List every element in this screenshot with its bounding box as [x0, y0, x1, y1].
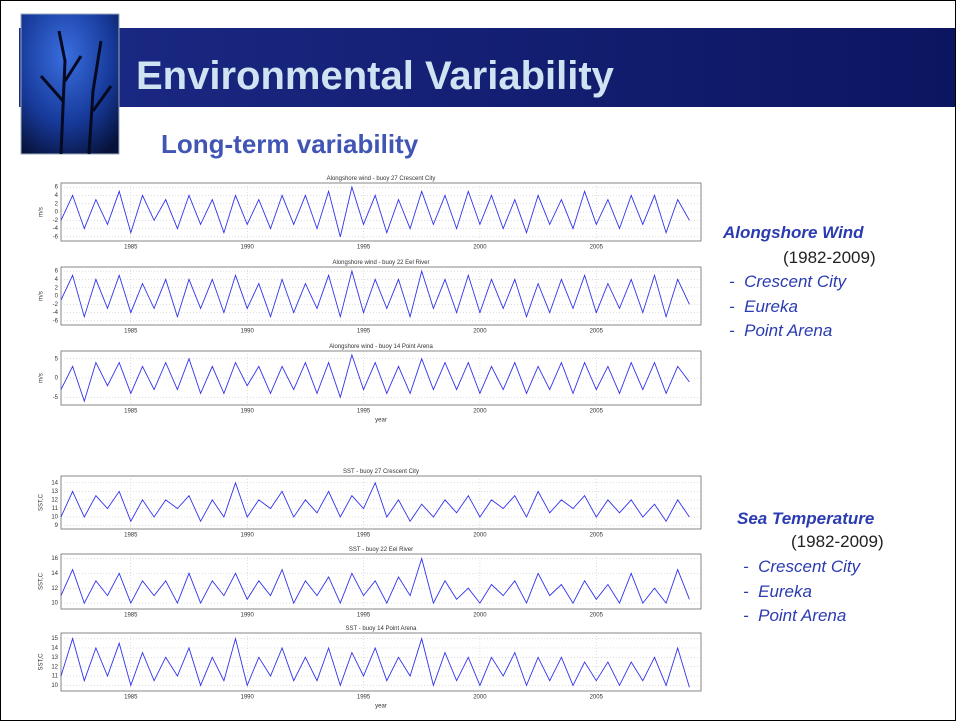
x-tick-label: 2000: [473, 613, 487, 619]
y-tick-label: 14: [51, 571, 58, 577]
section-period: (1982-2009): [783, 248, 876, 268]
y-tick-label: 6: [55, 269, 59, 275]
y-axis-label: SST,C: [39, 493, 45, 511]
y-tick-label: 6: [55, 185, 59, 191]
y-tick-label: 2: [55, 201, 59, 207]
section-heading: Alongshore Wind: [723, 223, 864, 243]
slide-subtitle: Long-term variability: [161, 129, 419, 159]
chart-title: SST - buoy 22 Eel River: [349, 547, 413, 553]
x-tick-label: 1990: [241, 409, 255, 415]
y-tick-label: 15: [51, 636, 58, 642]
y-tick-label: 14: [51, 480, 58, 486]
slide-title: Environmental Variability: [136, 54, 615, 98]
y-tick-label: 13: [51, 489, 58, 495]
slide: Environmental Variability Long-term vari…: [0, 0, 956, 721]
x-tick-label: 1985: [124, 695, 138, 701]
section-item: - Point Arena: [743, 606, 846, 626]
chart-title: SST - buoy 27 Crescent City: [343, 469, 419, 475]
x-tick-label: 1985: [124, 245, 138, 251]
y-tick-label: 10: [51, 601, 58, 607]
section-item: - Eureka: [743, 582, 812, 602]
x-axis-label: year: [375, 704, 387, 710]
x-tick-label: 1995: [357, 329, 371, 335]
section-item: - Crescent City: [743, 557, 860, 577]
section-item: - Crescent City: [729, 272, 846, 292]
y-tick-label: -2: [53, 218, 59, 224]
plot-frame: [61, 633, 701, 691]
y-tick-label: -4: [53, 310, 59, 316]
y-axis-label: m/s: [39, 373, 45, 383]
y-tick-label: -6: [53, 234, 59, 240]
section-period: (1982-2009): [791, 532, 884, 552]
plot-frame: [61, 476, 701, 529]
x-tick-label: 2005: [590, 245, 604, 251]
y-tick-label: 2: [55, 285, 59, 291]
y-tick-label: 0: [55, 294, 59, 300]
x-tick-label: 2000: [473, 695, 487, 701]
chart-title: Alongshore wind - buoy 22 Eel River: [332, 260, 429, 266]
x-tick-label: 1985: [124, 533, 138, 539]
y-tick-label: 12: [51, 498, 58, 504]
y-tick-label: 12: [51, 664, 58, 670]
chart-title: Alongshore wind - buoy 27 Crescent City: [327, 176, 436, 182]
y-tick-label: -6: [53, 318, 59, 324]
y-axis-label: SST,C: [39, 653, 45, 671]
y-tick-label: 4: [55, 193, 59, 199]
x-tick-label: 2000: [473, 329, 487, 335]
section-item: - Eureka: [729, 297, 798, 317]
x-tick-label: 1995: [357, 533, 371, 539]
header-picture: [21, 14, 119, 154]
y-tick-label: 0: [55, 376, 59, 382]
chart-title: SST - buoy 14 Point Arena: [346, 626, 418, 632]
x-tick-label: 2005: [590, 329, 604, 335]
y-tick-label: 16: [51, 556, 58, 562]
y-tick-label: 10: [51, 683, 58, 689]
y-axis-label: m/s: [39, 207, 45, 217]
y-tick-label: 11: [52, 674, 59, 680]
x-tick-label: 1995: [357, 695, 371, 701]
y-tick-label: 14: [51, 646, 58, 652]
y-tick-label: -4: [53, 226, 59, 232]
y-axis-label: m/s: [39, 291, 45, 301]
x-axis-label: year: [375, 418, 387, 424]
plot-frame: [61, 554, 701, 609]
x-tick-label: 2005: [590, 613, 604, 619]
chart-title: Alongshore wind - buoy 14 Point Arena: [329, 344, 433, 350]
x-tick-label: 1990: [241, 695, 255, 701]
y-tick-label: 10: [51, 515, 58, 521]
y-axis-label: SST,C: [39, 572, 45, 590]
x-tick-label: 2000: [473, 533, 487, 539]
x-tick-label: 1995: [357, 409, 371, 415]
y-tick-label: 12: [51, 586, 58, 592]
y-tick-label: 5: [55, 356, 59, 362]
x-tick-label: 2000: [473, 245, 487, 251]
x-tick-label: 2000: [473, 409, 487, 415]
y-tick-label: 0: [55, 210, 59, 216]
x-tick-label: 1990: [241, 533, 255, 539]
y-tick-label: -2: [53, 302, 59, 308]
y-tick-label: 11: [52, 506, 59, 512]
section-heading: Sea Temperature: [737, 509, 874, 529]
x-tick-label: 1990: [241, 329, 255, 335]
x-tick-label: 1990: [241, 245, 255, 251]
x-tick-label: 1985: [124, 409, 138, 415]
x-tick-label: 1990: [241, 613, 255, 619]
x-tick-label: 2005: [590, 695, 604, 701]
y-tick-label: 13: [51, 655, 58, 661]
x-tick-label: 2005: [590, 533, 604, 539]
section-item: - Point Arena: [729, 321, 832, 341]
x-tick-label: 1995: [357, 613, 371, 619]
x-tick-label: 1985: [124, 613, 138, 619]
y-tick-label: 4: [55, 277, 59, 283]
x-tick-label: 1985: [124, 329, 138, 335]
x-tick-label: 1995: [357, 245, 371, 251]
y-tick-label: 9: [55, 523, 59, 529]
x-tick-label: 2005: [590, 409, 604, 415]
y-tick-label: -5: [53, 395, 59, 401]
